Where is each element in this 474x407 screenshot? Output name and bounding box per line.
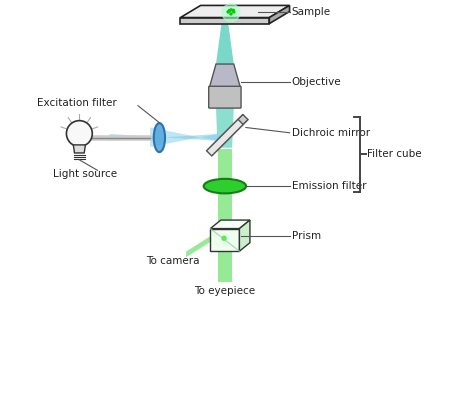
Polygon shape	[73, 145, 85, 153]
Polygon shape	[181, 18, 269, 24]
Circle shape	[232, 9, 234, 11]
Polygon shape	[216, 107, 234, 148]
Text: To eyepiece: To eyepiece	[194, 287, 255, 296]
Text: Dichroic mirror: Dichroic mirror	[292, 128, 370, 138]
Polygon shape	[269, 5, 290, 24]
Circle shape	[66, 120, 92, 147]
Text: Prism: Prism	[292, 231, 321, 241]
Polygon shape	[210, 64, 240, 87]
Ellipse shape	[204, 179, 246, 193]
Polygon shape	[181, 5, 290, 18]
Polygon shape	[186, 236, 210, 257]
Polygon shape	[216, 20, 234, 64]
Polygon shape	[218, 193, 232, 221]
Circle shape	[228, 10, 230, 12]
Text: Excitation filter: Excitation filter	[37, 98, 117, 108]
Circle shape	[227, 11, 229, 13]
Polygon shape	[211, 114, 248, 151]
Polygon shape	[150, 127, 218, 147]
Circle shape	[233, 11, 235, 13]
Text: Filter cube: Filter cube	[367, 149, 422, 160]
Circle shape	[222, 236, 226, 240]
Text: To camera: To camera	[146, 256, 200, 266]
Polygon shape	[109, 134, 218, 141]
Polygon shape	[207, 119, 243, 156]
Text: Sample: Sample	[292, 7, 331, 17]
Text: Light source: Light source	[53, 169, 117, 179]
Polygon shape	[218, 149, 232, 180]
Text: Objective: Objective	[292, 77, 341, 87]
Polygon shape	[210, 220, 250, 229]
Ellipse shape	[154, 123, 165, 152]
Circle shape	[230, 9, 232, 11]
Polygon shape	[218, 251, 232, 282]
Text: Emission filter: Emission filter	[292, 181, 366, 191]
Polygon shape	[239, 220, 250, 251]
Circle shape	[222, 4, 240, 22]
Circle shape	[230, 13, 232, 15]
Polygon shape	[210, 229, 239, 251]
FancyBboxPatch shape	[209, 86, 241, 108]
